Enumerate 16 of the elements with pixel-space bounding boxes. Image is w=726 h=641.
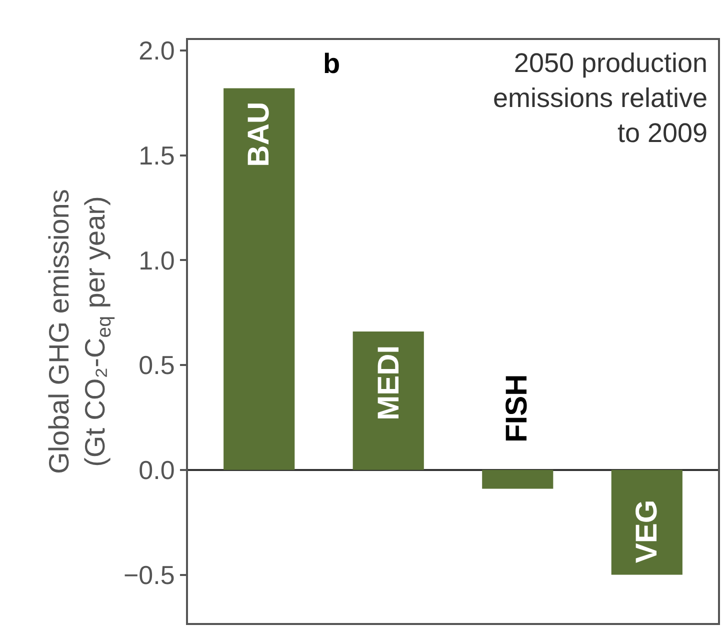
x-tick-label: VEG xyxy=(630,500,664,564)
x-tick-label: BAU xyxy=(242,102,276,167)
text: 0.0 xyxy=(138,455,175,486)
y-tick-label: −0.5 xyxy=(123,560,175,590)
y-tick-label: 0.5 xyxy=(138,350,175,380)
bar xyxy=(224,88,295,470)
y-tick-label: 1.5 xyxy=(138,140,175,170)
bar xyxy=(482,470,554,489)
text: 2.0 xyxy=(138,36,175,66)
annotation: 2050 production emissions relative to 2009 xyxy=(493,48,708,148)
annotation: b xyxy=(323,48,340,79)
text: 1.0 xyxy=(138,245,175,276)
x-tick-label: MEDI xyxy=(372,345,406,420)
bar xyxy=(352,332,424,470)
bar xyxy=(611,470,682,575)
x-tick-label: FISH xyxy=(500,374,534,443)
